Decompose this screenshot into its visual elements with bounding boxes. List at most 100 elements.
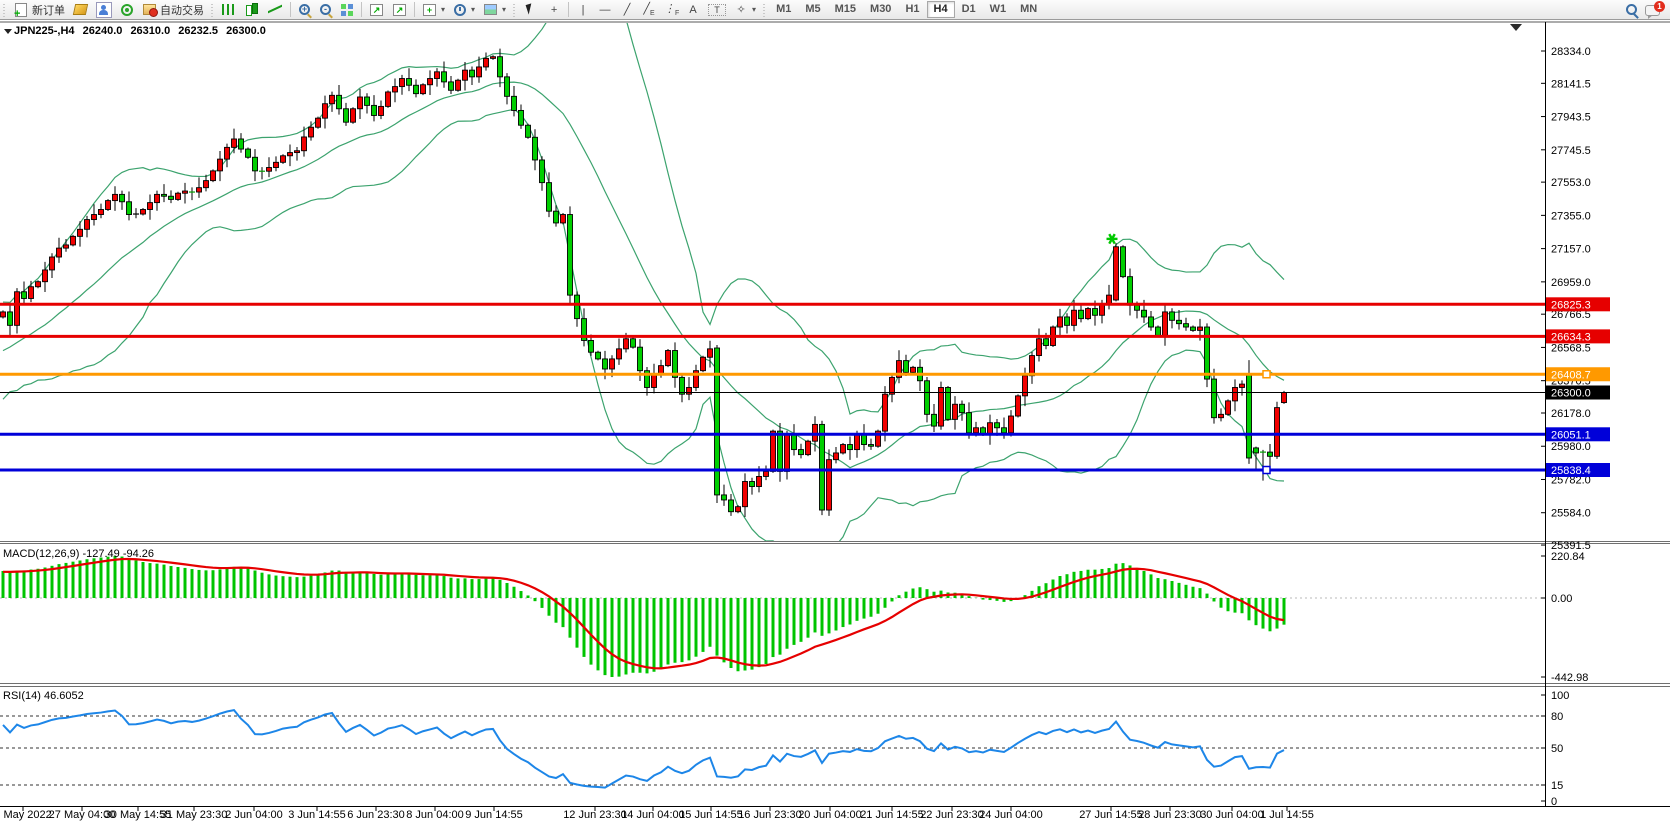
text-button[interactable]: A: [682, 1, 704, 18]
ohlc-low: 26232.5: [178, 25, 219, 37]
symbol-title: JPN225-,H4: [14, 25, 75, 37]
templates-button[interactable]: ▾: [479, 1, 510, 18]
signals-button[interactable]: [116, 1, 138, 18]
fibonacci-button[interactable]: ⋮F: [660, 1, 682, 18]
zoom-in-button[interactable]: +: [294, 1, 315, 18]
toolbar-grip[interactable]: [512, 2, 518, 17]
svg-text:80: 80: [1551, 711, 1563, 723]
add-indicator-icon: +: [423, 3, 436, 16]
equidistant-channel-icon: ╱E: [643, 2, 655, 18]
timeframe-M30[interactable]: M30: [870, 3, 892, 15]
svg-text:27745.5: 27745.5: [1551, 145, 1591, 157]
timeframe-H4[interactable]: H4: [926, 1, 955, 18]
svg-text:31 May 23:30: 31 May 23:30: [161, 809, 228, 821]
timeframe-H1[interactable]: H1: [905, 3, 920, 15]
svg-text:14 Jun 04:00: 14 Jun 04:00: [621, 809, 685, 821]
ohlc-close: 26300.0: [226, 25, 266, 37]
clock-icon: [454, 3, 467, 16]
main-toolbar: 新订单 自动交易 + - ↗ ↗ +▾ ▾ ▾ + | — ╱ ╱E ⋮F A …: [0, 0, 1670, 20]
toolbar-grip[interactable]: [2, 2, 7, 17]
arrows-button[interactable]: ✧ ▾: [730, 1, 760, 18]
add-indicator-button[interactable]: + ▾: [418, 1, 449, 18]
periods-button[interactable]: ▾: [449, 1, 479, 18]
notification-badge: 1: [1654, 1, 1665, 12]
text-label-button[interactable]: T: [704, 1, 730, 18]
indicator-list-button[interactable]: ↗: [388, 1, 411, 18]
profiles-button[interactable]: [92, 1, 116, 18]
svg-text:15: 15: [1551, 780, 1563, 792]
svg-text:50: 50: [1551, 743, 1563, 755]
candlestick-chart-button[interactable]: [239, 1, 263, 18]
toolbar-grip[interactable]: [762, 2, 768, 17]
indicator-window-button[interactable]: ↗: [365, 1, 388, 18]
svg-text:8 Jun 04:00: 8 Jun 04:00: [406, 809, 464, 821]
chart-shift-marker: [1510, 24, 1522, 31]
svg-text:26178.0: 26178.0: [1551, 408, 1591, 420]
signals-icon: [121, 3, 133, 16]
horizontal-line-icon: —: [599, 3, 611, 16]
indicator-window-icon: ↗: [370, 3, 383, 16]
svg-text:0: 0: [1551, 796, 1557, 808]
indicator-list-icon: ↗: [393, 3, 406, 16]
svg-text:24 Jun 04:00: 24 Jun 04:00: [979, 809, 1043, 821]
bar-chart-button[interactable]: [217, 1, 239, 18]
svg-text:21 Jun 14:55: 21 Jun 14:55: [860, 809, 924, 821]
tile-windows-icon: [341, 3, 353, 16]
svg-text:26408.7: 26408.7: [1551, 369, 1591, 381]
svg-text:26959.0: 26959.0: [1551, 277, 1591, 289]
svg-text:25584.0: 25584.0: [1551, 508, 1591, 520]
text-label-icon: T: [708, 3, 727, 16]
signal-marker: [1106, 233, 1118, 245]
equidistant-channel-button[interactable]: ╱E: [638, 1, 660, 18]
text-icon: A: [689, 3, 697, 16]
timeframe-MN[interactable]: MN: [1020, 3, 1038, 15]
vertical-line-button[interactable]: |: [572, 1, 594, 18]
svg-text:20 Jun 04:00: 20 Jun 04:00: [798, 809, 862, 821]
svg-text:26766.5: 26766.5: [1551, 309, 1591, 321]
zoom-out-button[interactable]: -: [315, 1, 336, 18]
vertical-line-icon: |: [581, 3, 585, 16]
timeframe-M5[interactable]: M5: [805, 3, 821, 15]
svg-text:16 Jun 23:30: 16 Jun 23:30: [738, 809, 802, 821]
timeframe-M1[interactable]: M1: [776, 3, 792, 15]
zoom-out-icon: -: [320, 4, 331, 15]
candlestick-chart-icon: [244, 2, 258, 17]
svg-text:1 Jul 14:55: 1 Jul 14:55: [1260, 809, 1314, 821]
bollinger-bands: [2, 23, 1285, 541]
timeframe-W1[interactable]: W1: [989, 3, 1007, 15]
new-order-button[interactable]: 新订单: [9, 1, 69, 20]
timeframe-M15[interactable]: M15: [834, 3, 857, 15]
timeframe-D1[interactable]: D1: [961, 3, 976, 15]
ohlc-open: 26240.0: [82, 25, 123, 37]
svg-text:27553.0: 27553.0: [1551, 177, 1591, 189]
crosshair-button[interactable]: +: [543, 1, 565, 18]
new-order-label: 新订单: [32, 4, 65, 17]
ohlc-high: 26310.0: [130, 25, 171, 37]
svg-text:25838.4: 25838.4: [1551, 465, 1591, 477]
symbol-collapse-arrow[interactable]: [4, 29, 12, 34]
autotrading-button[interactable]: 自动交易: [138, 1, 208, 18]
search-icon[interactable]: [1626, 4, 1637, 15]
tile-windows-button[interactable]: [336, 1, 358, 18]
autotrading-icon: [143, 4, 158, 17]
trendline-button[interactable]: ╱: [616, 1, 638, 18]
arrows-icon: ✧: [736, 4, 746, 16]
svg-text:100: 100: [1551, 690, 1569, 702]
svg-text:25782.0: 25782.0: [1551, 474, 1591, 486]
svg-text:26634.3: 26634.3: [1551, 331, 1591, 343]
svg-text:26300.0: 26300.0: [1551, 388, 1591, 400]
horizontal-line-button[interactable]: —: [594, 1, 616, 18]
svg-text:-442.98: -442.98: [1551, 672, 1588, 684]
zoom-in-icon: +: [299, 4, 310, 15]
chart-info-line: JPN225-,H4 26240.0 26310.0 26232.5 26300…: [14, 25, 271, 37]
svg-text:220.84: 220.84: [1551, 551, 1585, 563]
svg-text:6 Jun 23:30: 6 Jun 23:30: [347, 809, 405, 821]
rsi-pane: [0, 709, 1545, 789]
chat-icon[interactable]: 1: [1645, 1, 1665, 19]
autotrading-label: 自动交易: [160, 4, 204, 17]
toolbar-grip[interactable]: [210, 2, 215, 17]
svg-text:28334.0: 28334.0: [1551, 46, 1591, 58]
macd-pane: [0, 556, 1545, 677]
